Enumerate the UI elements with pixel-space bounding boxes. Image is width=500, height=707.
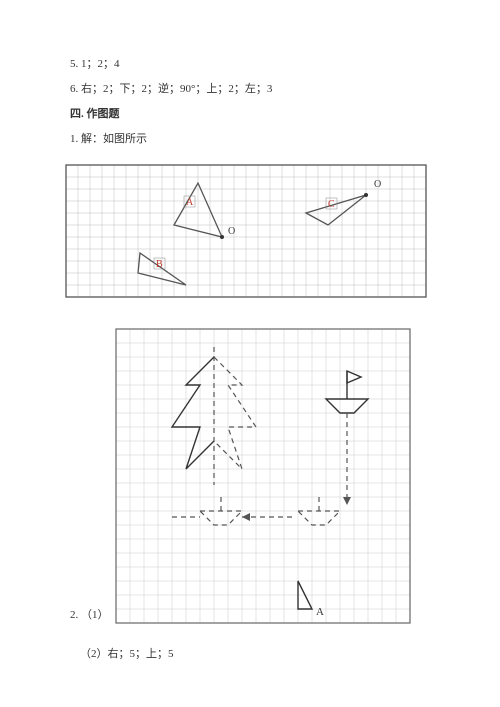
item-2-prefix: 2. （1）: [70, 605, 109, 626]
item-2-sub2: （2）右；5；上；5: [80, 644, 440, 665]
figure-1: A B C O O: [65, 164, 440, 298]
svg-text:B: B: [156, 259, 163, 270]
svg-text:A: A: [316, 606, 324, 618]
item-1: 1. 解：如图所示: [70, 129, 440, 150]
svg-text:O: O: [374, 179, 381, 190]
answer-6: 6. 右；2；下；2；逆；90°；上；2；左；3: [70, 79, 440, 100]
answer-5: 5. 1；2；4: [70, 54, 440, 75]
section-4-title: 四. 作图题: [70, 104, 440, 125]
svg-text:C: C: [328, 199, 335, 210]
svg-text:O: O: [228, 226, 235, 237]
svg-text:A: A: [186, 197, 194, 208]
figure-2: A: [115, 328, 411, 624]
